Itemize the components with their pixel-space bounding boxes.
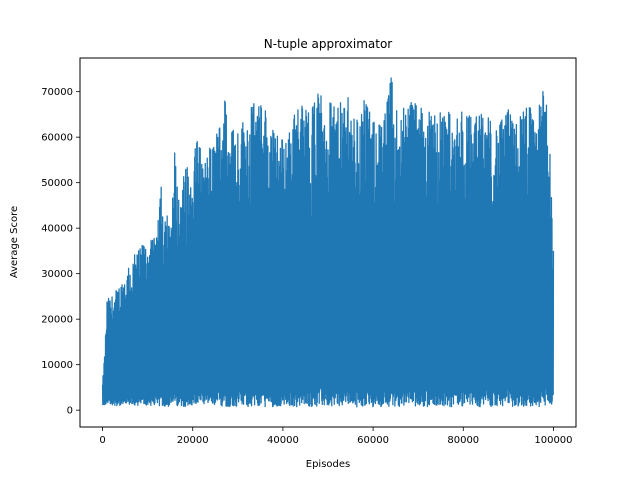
- x-tick-label: 40000: [267, 435, 299, 446]
- y-tick-label: 20000: [41, 315, 73, 326]
- y-tick-label: 10000: [41, 360, 73, 371]
- series-line: [101, 77, 555, 408]
- x-axis: 0 20000 40000 60000 80000 100000: [99, 427, 573, 446]
- y-tick-label: 30000: [41, 269, 73, 280]
- y-axis: 0 10000 20000 30000 40000 50000 60000 70000: [41, 87, 80, 417]
- y-tick-label: 60000: [41, 133, 73, 144]
- plot-area: [101, 77, 555, 408]
- x-axis-label: Episodes: [306, 459, 350, 470]
- x-tick-label: 20000: [177, 435, 209, 446]
- x-tick-label: 60000: [357, 435, 389, 446]
- x-tick-label: 100000: [534, 435, 572, 446]
- y-tick-label: 40000: [41, 224, 73, 235]
- y-tick-label: 0: [67, 406, 73, 417]
- x-tick-label: 0: [99, 435, 105, 446]
- axes-frame: [79, 57, 577, 428]
- y-tick-label: 70000: [41, 87, 73, 98]
- chart-title: N-tuple approximator: [264, 37, 393, 51]
- x-tick-label: 80000: [447, 435, 479, 446]
- y-axis-label: Average Score: [9, 206, 20, 278]
- y-tick-label: 50000: [41, 178, 73, 189]
